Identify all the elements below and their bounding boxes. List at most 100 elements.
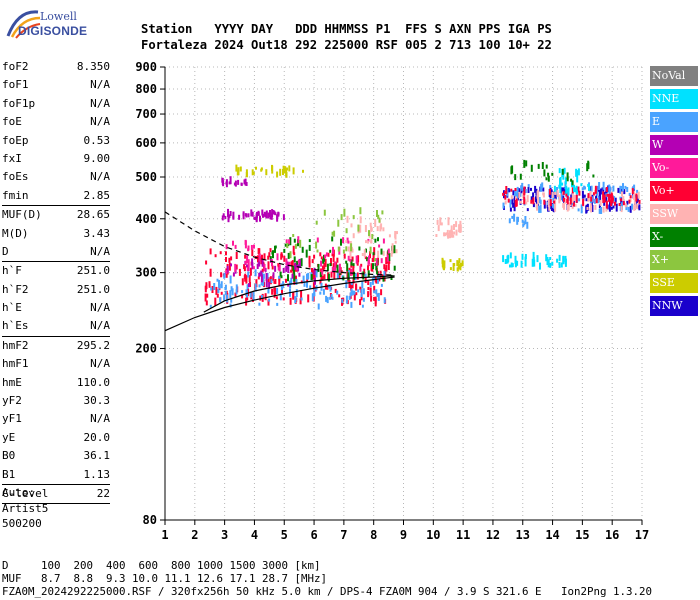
- data-point: [331, 267, 334, 273]
- data-point: [375, 258, 378, 267]
- data-point: [352, 278, 355, 284]
- data-point: [261, 259, 264, 267]
- data-point: [263, 264, 266, 271]
- data-point: [324, 258, 327, 267]
- data-point: [534, 185, 537, 193]
- data-point: [598, 182, 601, 190]
- data-point: [388, 234, 391, 238]
- data-point: [373, 285, 376, 293]
- param-value: 22: [96, 486, 110, 500]
- data-point: [368, 230, 370, 237]
- x-tick-label: 11: [456, 528, 470, 542]
- data-point: [209, 268, 212, 277]
- data-point: [595, 198, 598, 204]
- data-point: [249, 267, 252, 276]
- data-point: [607, 185, 610, 193]
- data-point: [516, 192, 518, 198]
- footer-distance-row: D 100 200 400 600 800 1000 1500 3000 [km…: [2, 559, 321, 572]
- legend-item: Vo+: [650, 181, 698, 201]
- digisonde-logo: Lowell DIGISONDE: [4, 6, 87, 42]
- data-point: [373, 275, 376, 281]
- data-point: [590, 202, 593, 208]
- data-point: [230, 298, 233, 303]
- data-point: [326, 284, 329, 290]
- data-point: [510, 166, 513, 175]
- data-point: [554, 194, 557, 200]
- data-point: [562, 255, 565, 263]
- x-tick-label: 1: [161, 528, 168, 542]
- data-point: [355, 292, 358, 296]
- data-point: [292, 167, 295, 175]
- data-point: [574, 188, 576, 193]
- data-point: [567, 187, 570, 196]
- param-name: M(D): [2, 226, 29, 240]
- data-point: [271, 251, 274, 255]
- data-point: [292, 265, 295, 271]
- data-point: [248, 275, 251, 283]
- data-point: [332, 255, 335, 262]
- data-point: [289, 237, 292, 246]
- data-point: [345, 280, 348, 289]
- data-point: [285, 278, 287, 283]
- data-point: [592, 192, 595, 196]
- data-point: [375, 263, 378, 271]
- data-point: [225, 244, 228, 250]
- data-point: [205, 300, 208, 306]
- data-point: [388, 259, 391, 264]
- data-point: [350, 243, 353, 252]
- data-point: [380, 223, 383, 230]
- data-point: [376, 226, 379, 232]
- data-point: [383, 271, 386, 277]
- data-point: [336, 264, 339, 273]
- data-point: [451, 230, 453, 238]
- data-point: [373, 296, 376, 301]
- data-point: [370, 225, 373, 232]
- data-point: [365, 248, 367, 253]
- data-point: [583, 194, 586, 198]
- data-point: [396, 231, 398, 235]
- param-name: B1: [2, 467, 16, 481]
- data-point: [220, 272, 223, 278]
- x-tick-label: 7: [340, 528, 347, 542]
- data-point: [358, 246, 361, 251]
- param-value: N/A: [90, 170, 110, 184]
- data-point: [323, 274, 326, 280]
- data-point: [327, 252, 330, 257]
- data-point: [549, 257, 552, 260]
- data-point: [356, 272, 359, 280]
- data-point: [334, 288, 337, 293]
- data-point: [246, 284, 249, 290]
- data-point: [380, 283, 383, 287]
- data-point: [530, 164, 533, 172]
- data-point: [522, 223, 525, 227]
- param-value: N/A: [90, 244, 110, 258]
- data-point: [309, 285, 312, 290]
- data-point: [294, 243, 297, 249]
- data-point: [229, 275, 232, 284]
- data-point: [581, 190, 584, 199]
- data-point: [350, 283, 353, 291]
- data-point: [606, 193, 609, 197]
- data-point: [261, 209, 264, 216]
- data-point: [295, 267, 298, 271]
- data-point: [377, 214, 380, 219]
- data-point: [549, 205, 552, 210]
- data-point: [393, 245, 396, 254]
- data-point: [571, 180, 574, 186]
- data-point: [562, 202, 565, 208]
- param-name: C-level: [2, 486, 49, 500]
- data-point: [345, 228, 348, 234]
- data-point: [548, 205, 551, 211]
- data-point: [293, 273, 296, 282]
- param-name: B0: [2, 449, 16, 463]
- data-point: [605, 194, 608, 203]
- data-point: [345, 246, 348, 252]
- data-point: [576, 175, 579, 183]
- data-point: [367, 238, 370, 242]
- data-point: [353, 271, 355, 280]
- data-point: [539, 199, 542, 205]
- data-point: [547, 199, 550, 208]
- data-point: [369, 282, 372, 287]
- data-point: [343, 253, 346, 259]
- data-point: [525, 160, 528, 167]
